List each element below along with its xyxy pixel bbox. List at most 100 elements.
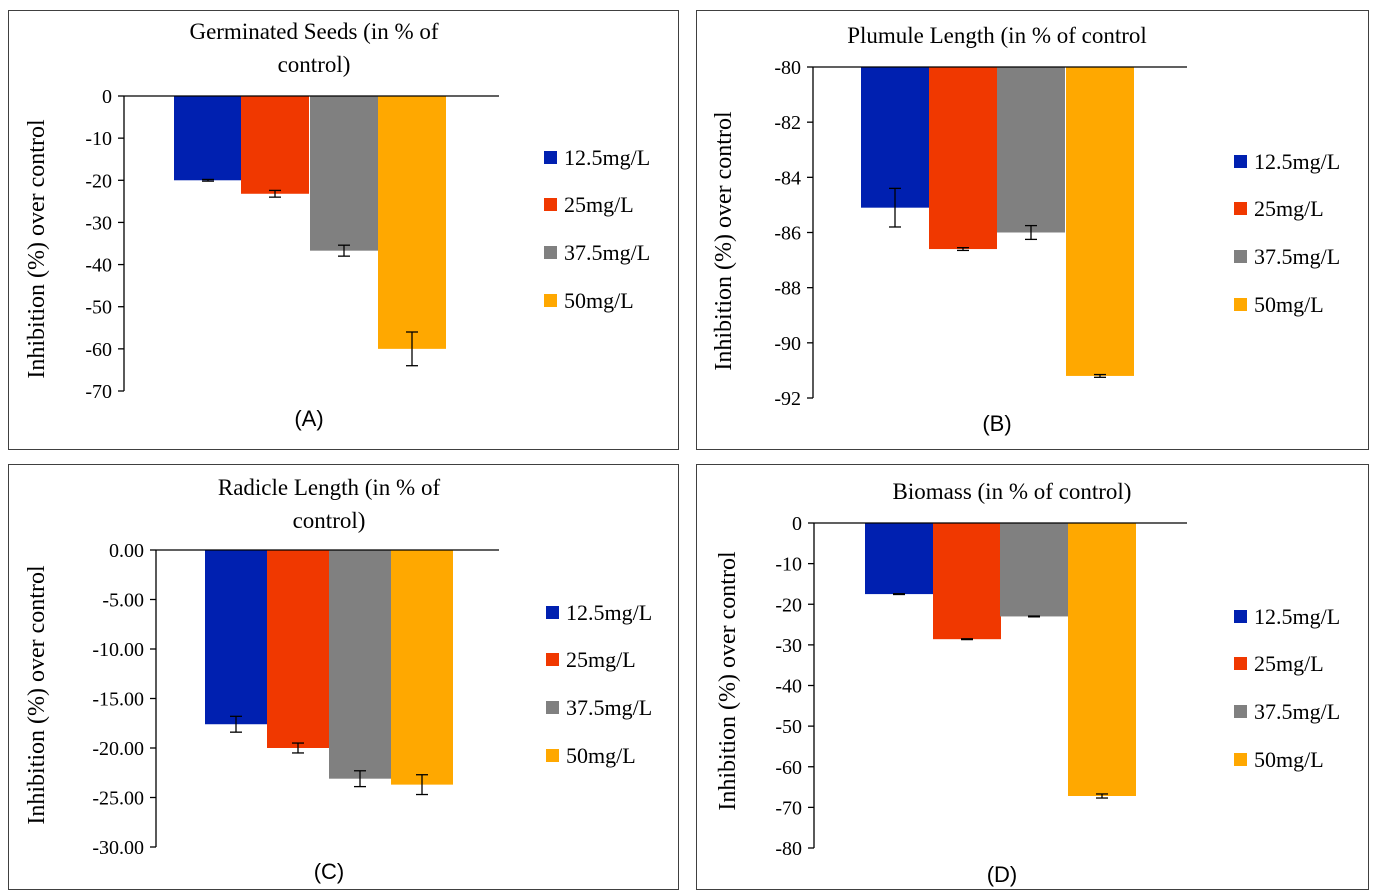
chart-d-y-tick-label-1: 0 [792,513,802,535]
chart-c-bar-1 [205,550,267,725]
chart-d-y-tick-label-7: -60 [775,757,802,779]
chart-a-legend-label-4: 50mg/L [564,288,634,313]
chart-b-legend-label-1: 12.5mg/L [1254,149,1340,174]
chart-panel-d: Biomass (in % of control) Inhibition (%) … [696,464,1369,890]
chart-a-error-bar-4 [406,331,418,367]
chart-a-legend-swatch-2 [544,198,557,211]
chart-c-panel-label: (C) [314,859,345,884]
chart-a-bar-4 [378,96,446,349]
chart-d-svg: Biomass (in % of control) Inhibition (%) … [715,479,1340,887]
chart-d-error-bar-4 [1096,793,1108,799]
chart-b-legend-swatch-3 [1234,250,1247,263]
chart-c-error-bar-1 [230,715,242,733]
chart-b-y-tick-label-2: -82 [774,112,801,134]
chart-a-y-tick-label-1: 0 [102,86,112,108]
chart-a-error-bar-2 [269,189,281,198]
chart-a-legend-swatch-1 [544,151,557,164]
chart-b-bar-4 [1066,67,1134,376]
chart-c-error-bar-2 [292,742,304,754]
chart-a-title-line-1: Germinated Seeds (in % of [189,19,438,44]
chart-a-svg: Germinated Seeds (in % of control) Inhibit… [24,19,650,431]
chart-c-legend-label-2: 25mg/L [566,647,636,672]
chart-a-legend-label-2: 25mg/L [564,192,634,217]
chart-d-legend-label-4: 50mg/L [1254,747,1324,772]
chart-c-y-tick-label-2: -5.00 [102,590,144,612]
chart-a-bar-1 [174,96,242,181]
chart-d-bar-3 [1000,523,1068,617]
chart-d-y-tick-label-9: -80 [775,838,802,860]
chart-b-legend-swatch-4 [1234,298,1247,311]
chart-a-bar-3 [310,96,378,251]
chart-c-error-bar-3 [354,770,366,788]
chart-a-y-tick-label-3: -20 [85,170,112,192]
chart-b-y-tick-label-7: -92 [774,388,801,410]
chart-b-bar-3 [997,67,1065,233]
chart-b-error-bar-2 [957,247,969,252]
chart-a-y-axis-label: Inhibition (%) over control [24,119,50,379]
chart-c-legend-swatch-2 [546,653,559,666]
chart-b-y-tick-label-3: -84 [774,167,801,189]
chart-d-y-axis-label: Inhibition (%) over control [715,551,741,811]
chart-c-title-line-2: control) [293,508,366,533]
chart-d-panel-label: (D) [987,862,1018,887]
chart-d-error-bar-1 [893,593,905,596]
chart-a-legend-label-1: 12.5mg/L [564,145,650,170]
chart-a-legend-swatch-4 [544,294,557,307]
chart-b-legend-label-2: 25mg/L [1254,196,1324,221]
chart-d-legend-swatch-1 [1234,610,1247,623]
chart-a-y-tick-label-8: -70 [85,381,112,403]
chart-panel-a: Germinated Seeds (in % of control) Inhibit… [8,10,679,450]
chart-d-bar-4 [1068,523,1136,796]
chart-b-y-tick-label-1: -80 [774,57,801,79]
chart-b-svg: Plumule Length (in % of control Inhibitio… [711,23,1340,436]
chart-d-y-tick-label-4: -30 [775,635,802,657]
chart-c-y-tick-label-3: -10.00 [92,639,144,661]
chart-a-y-tick-label-5: -40 [85,255,112,277]
chart-d-legend-label-2: 25mg/L [1254,651,1324,676]
chart-c-title-line-1: Radicle Length (in % of [218,475,441,500]
chart-d-bar-1 [865,523,933,595]
chart-d-bar-2 [933,523,1001,640]
chart-c-legend-swatch-3 [546,701,559,714]
chart-b-y-tick-label-5: -88 [774,278,801,300]
chart-b-y-axis-label: Inhibition (%) over control [711,111,737,371]
chart-c-legend-label-1: 12.5mg/L [566,600,652,625]
chart-c-legend-swatch-1 [546,606,559,619]
chart-a-legend-label-3: 37.5mg/L [564,240,650,265]
chart-b-y-tick-label-6: -90 [774,333,801,355]
chart-a-legend-swatch-3 [544,246,557,259]
chart-c-svg: Radicle Length (in % of control) Inhibitio… [24,475,652,884]
chart-d-y-tick-label-5: -40 [775,676,802,698]
chart-c-y-axis-label: Inhibition (%) over control [24,565,50,825]
chart-c-legend-label-3: 37.5mg/L [566,695,652,720]
chart-a-error-bar-3 [338,244,350,257]
chart-b-error-bar-4 [1094,373,1106,378]
chart-a-title-line-2: control) [278,52,351,77]
chart-b-bar-1 [861,67,929,208]
chart-c-y-tick-label-5: -20.00 [92,738,144,760]
chart-d-legend-label-3: 37.5mg/L [1254,699,1340,724]
chart-d-title-line-1: Biomass (in % of control) [893,479,1132,504]
chart-a-bar-2 [241,96,309,194]
chart-b-legend-swatch-2 [1234,202,1247,215]
chart-c-y-tick-label-6: -25.00 [92,788,144,810]
chart-c-bar-3 [329,550,391,779]
chart-d-y-tick-label-3: -20 [775,594,802,616]
chart-b-y-tick-label-4: -86 [774,223,801,245]
chart-c-legend-swatch-4 [546,749,559,762]
chart-d-error-bar-2 [961,638,973,641]
chart-d-y-tick-label-8: -70 [775,797,802,819]
chart-panel-b: Plumule Length (in % of control Inhibitio… [696,10,1369,450]
chart-b-error-bar-1 [889,187,901,228]
chart-a-y-tick-label-6: -50 [85,297,112,319]
chart-a-y-tick-label-4: -30 [85,212,112,234]
chart-d-y-tick-label-6: -50 [775,716,802,738]
chart-b-legend-label-4: 50mg/L [1254,292,1324,317]
chart-c-legend-label-4: 50mg/L [566,743,636,768]
chart-a-y-tick-label-2: -10 [85,128,112,150]
chart-d-legend-swatch-4 [1234,753,1247,766]
chart-b-legend-swatch-1 [1234,155,1247,168]
chart-c-y-tick-label-4: -15.00 [92,689,144,711]
chart-b-legend-label-3: 37.5mg/L [1254,244,1340,269]
chart-c-error-bar-4 [416,774,428,796]
